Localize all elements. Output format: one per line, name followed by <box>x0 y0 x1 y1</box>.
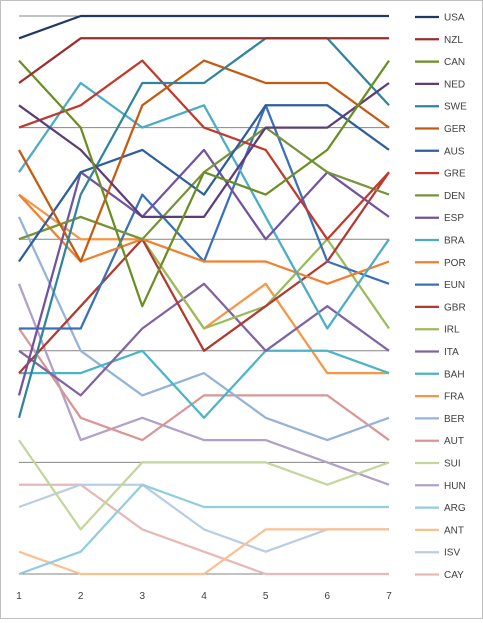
series-line-aus <box>18 104 390 263</box>
series-line-isv <box>18 483 389 553</box>
legend-label: GER <box>444 124 466 135</box>
legend-item: AUS <box>415 146 465 157</box>
legend-item: ESP <box>415 213 464 224</box>
series-line-ant <box>18 528 389 576</box>
legend-item: SUI <box>415 459 461 470</box>
legend-item: ITA <box>415 347 459 358</box>
legend-item: ANT <box>415 525 464 536</box>
x-tick-label: 2 <box>78 591 84 602</box>
series-line-esp <box>17 148 390 396</box>
legend-label: AUS <box>444 146 465 157</box>
x-tick-label: 6 <box>325 591 331 602</box>
series-line-gre <box>18 59 390 241</box>
legend-label: GBR <box>444 302 466 313</box>
legend-item: POR <box>415 258 466 269</box>
legend-item: CAN <box>415 57 465 68</box>
series-line-arg <box>18 483 389 576</box>
series-line-hun <box>17 283 390 486</box>
legend-label: ARG <box>444 503 466 514</box>
legend-item: USA <box>415 13 465 24</box>
legend-item: BAH <box>415 369 465 380</box>
series-line-can <box>18 59 390 308</box>
series-lines <box>17 14 390 576</box>
series-line-sui <box>18 439 390 531</box>
series-line-ger <box>18 59 390 263</box>
legend-item: CAY <box>415 570 464 581</box>
legend-label: POR <box>444 258 466 269</box>
grid-layer <box>19 15 389 575</box>
legend-label: BAH <box>444 369 465 380</box>
x-tick-label: 1 <box>16 591 22 602</box>
legend-item: EUN <box>415 280 465 291</box>
legend-item: BRA <box>415 236 465 247</box>
legend-label: SWE <box>444 102 467 113</box>
legend-item: GRE <box>415 169 466 180</box>
legend-item: BER <box>415 414 465 425</box>
series-line-ned <box>18 82 390 219</box>
legend-item: NZL <box>415 35 463 46</box>
legend-label: USA <box>444 13 465 24</box>
series-line-bra <box>18 81 390 330</box>
legend-label: FRA <box>444 392 464 403</box>
legend-item: ARG <box>415 503 466 514</box>
legend-label: ANT <box>444 525 464 536</box>
legend-label: GRE <box>444 169 466 180</box>
legend-label: BRA <box>444 236 465 247</box>
legend-label: HUN <box>444 481 466 492</box>
series-line-swe <box>17 37 390 419</box>
legend-label: ITA <box>444 347 459 358</box>
legend-label: ISV <box>444 548 460 559</box>
legend-label: IRL <box>444 325 460 336</box>
legend-label: DEN <box>444 191 465 202</box>
series-line-nzl <box>18 37 389 84</box>
x-tick-label: 5 <box>263 591 269 602</box>
legend-item: HUN <box>415 481 466 492</box>
series-line-ita <box>18 282 390 397</box>
legend-label: CAN <box>444 57 465 68</box>
series-line-aut <box>18 327 390 442</box>
legend-label: CAY <box>444 570 464 581</box>
legend-label: AUT <box>444 436 464 447</box>
legend-label: SUI <box>444 459 461 470</box>
legend-item: NED <box>415 79 465 90</box>
legend-label: BER <box>444 414 465 425</box>
legend-item: ISV <box>415 548 460 559</box>
legend-item: SWE <box>415 102 467 113</box>
legend-label: NED <box>444 79 465 90</box>
series-line-bah <box>19 349 390 419</box>
legend-label: NZL <box>444 35 463 46</box>
x-tick-label: 7 <box>386 591 392 602</box>
x-tick-label: 4 <box>201 591 207 602</box>
legend-label: ESP <box>444 213 464 224</box>
legend: USA NZL CAN NED SWE GER AUS GRE DEN ESP BRA POR EUN G… <box>415 13 467 581</box>
series-line-usa <box>18 14 389 40</box>
x-axis: 1 2 3 4 5 6 7 <box>16 591 392 602</box>
legend-item: AUT <box>415 436 464 447</box>
legend-item: IRL <box>415 325 460 336</box>
legend-label: EUN <box>444 280 465 291</box>
legend-item: FRA <box>415 392 464 403</box>
x-tick-label: 3 <box>140 591 146 602</box>
series-line-ber <box>17 216 390 442</box>
legend-item: GER <box>415 124 466 135</box>
legend-item: DEN <box>415 191 465 202</box>
legend-item: GBR <box>415 302 466 313</box>
series-line-gbr <box>18 171 390 374</box>
